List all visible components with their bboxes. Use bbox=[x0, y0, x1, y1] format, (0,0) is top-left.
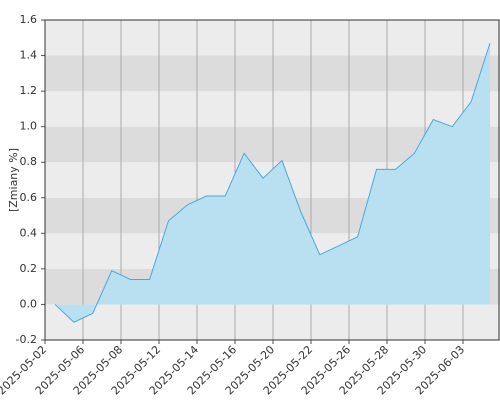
y-tick-label: 1.4 bbox=[20, 49, 38, 62]
area bbox=[55, 43, 490, 323]
y-axis-label: [Zmiany %] bbox=[7, 148, 20, 212]
line bbox=[54, 42, 491, 323]
y-tick-label: 0.6 bbox=[20, 191, 38, 204]
y-tick-label: -0.2 bbox=[16, 333, 37, 346]
y-tick-label: 1.6 bbox=[20, 13, 38, 26]
y-tick-label: 1.2 bbox=[20, 84, 38, 97]
plot-frame bbox=[44, 19, 500, 341]
y-tick-label: 0.2 bbox=[20, 262, 38, 275]
y-tick-label: 0.0 bbox=[20, 297, 38, 310]
y-tick-label: 1.0 bbox=[20, 120, 38, 133]
y-tick-label: 0.8 bbox=[20, 155, 38, 168]
y-tick-label: 0.4 bbox=[20, 226, 38, 239]
